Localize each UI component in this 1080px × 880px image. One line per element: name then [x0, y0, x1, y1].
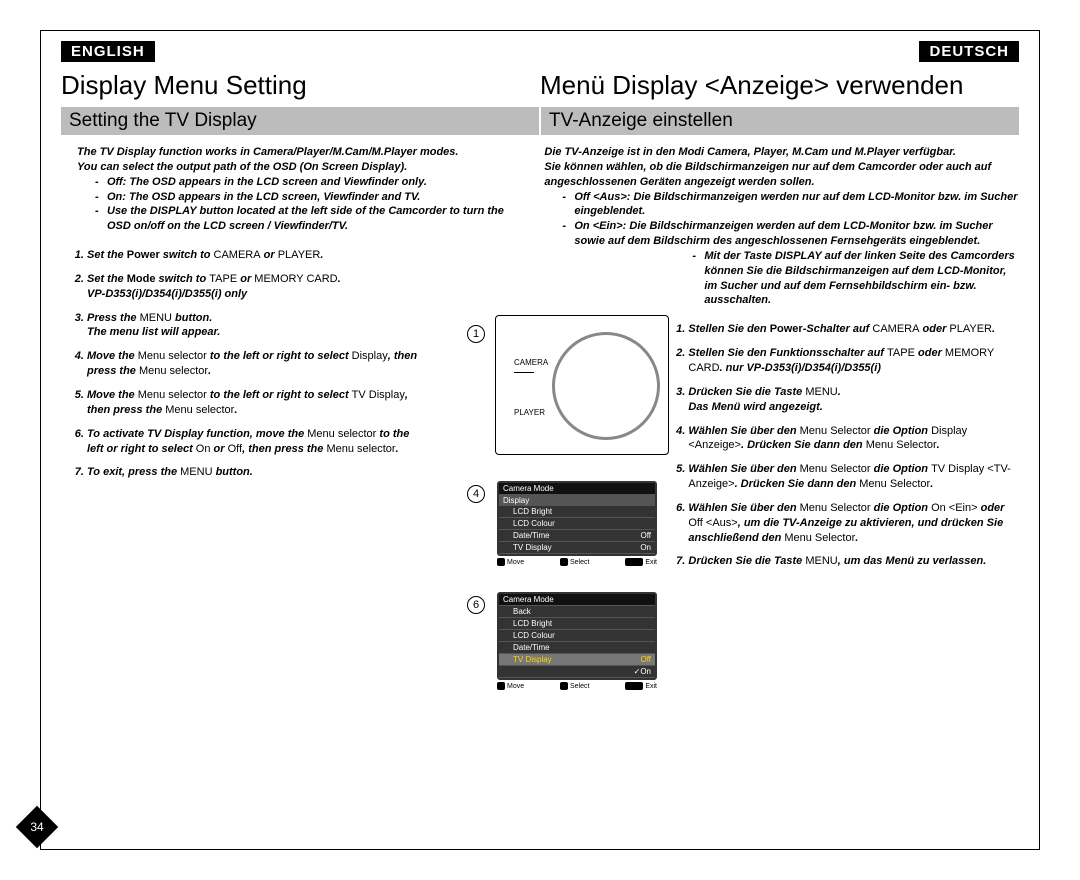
step-en-2: Set the Mode switch to TAPE or MEMORY CA…: [87, 272, 522, 302]
osd4-mode: Camera Mode: [499, 483, 655, 495]
step-de-4: Wählen Sie über den Menu Selector die Op…: [688, 424, 1021, 454]
osd4-r4: TV DisplayOn: [499, 542, 655, 554]
page-subtitles: Setting the TV Display TV-Anzeige einste…: [41, 107, 1039, 135]
intro-de: Die TV-Anzeige ist in den Modi Camera, P…: [544, 145, 1021, 308]
steps-de: Stellen Sie den Power-Schalter auf CAMER…: [688, 322, 1021, 569]
intro-en-b3: Use the DISPLAY button located at the le…: [95, 204, 522, 234]
title-de: Menü Display <Anzeige> verwenden: [540, 66, 1019, 107]
intro-de-b2: On <Ein>: Die Bildschirmanzeigen werden …: [562, 219, 1021, 249]
step-en-2-note: VP-D353(i)/D354(i)/D355(i) only: [87, 287, 518, 302]
intro-en-b1: Off: The OSD appears in the LCD screen a…: [95, 175, 522, 190]
figure-4-num: 4: [467, 485, 485, 503]
figure-6: 6 Camera Mode Back LCD Bright LCD Colour…: [473, 592, 673, 690]
subtitle-en: Setting the TV Display: [61, 107, 539, 135]
step-de-1: Stellen Sie den Power-Schalter auf CAMER…: [688, 322, 1021, 337]
osd6-r3: Date/Time: [499, 642, 655, 654]
osd6-back: Back: [499, 606, 655, 618]
mode-dial-illustration: CAMERA PLAYER: [495, 315, 669, 455]
osd6-r1: LCD Bright: [499, 618, 655, 630]
step-de-2: Stellen Sie den Funktionsschalter auf TA…: [688, 346, 1021, 376]
step-de-5: Wählen Sie über den Menu Selector die Op…: [688, 462, 1021, 492]
manual-page: ENGLISH DEUTSCH Display Menu Setting Men…: [40, 30, 1040, 850]
language-bar: ENGLISH DEUTSCH: [41, 31, 1039, 66]
intro-de-l1: Die TV-Anzeige ist in den Modi Camera, P…: [544, 145, 1021, 160]
step-de-6: Wählen Sie über den Menu Selector die Op…: [688, 501, 1021, 546]
lang-deutsch-label: DEUTSCH: [919, 41, 1019, 62]
osd4-r1: LCD Bright: [499, 506, 655, 518]
osd6-r4: TV DisplayOff: [499, 654, 655, 666]
step-en-7: To exit, press the MENU button.: [87, 465, 522, 480]
steps-en: Set the Power switch to CAMERA or PLAYER…: [87, 248, 522, 480]
step-en-3-note: The menu list will appear.: [87, 325, 518, 340]
osd4-r3: Date/TimeOff: [499, 530, 655, 542]
menu-icon: [625, 558, 643, 566]
dial-player-label: PLAYER: [514, 408, 545, 417]
intro-de-b1: Off <Aus>: Die Bildschirmanzeigen werden…: [562, 190, 1021, 220]
osd4-r2: LCD Colour: [499, 518, 655, 530]
intro-de-b3: Mit der Taste DISPLAY auf der linken Sei…: [692, 249, 1021, 308]
subtitle-de: TV-Anzeige einstellen: [541, 107, 1019, 135]
page-number: 34: [22, 812, 52, 842]
intro-en: The TV Display function works in Camera/…: [77, 145, 522, 234]
move-icon: [497, 682, 505, 690]
lang-english-label: ENGLISH: [61, 41, 155, 62]
intro-en-line1: The TV Display function works in Camera/…: [77, 145, 522, 160]
step-en-5: Move the Menu selector to the left or ri…: [87, 388, 522, 418]
osd-menu-4: Camera Mode Display LCD Bright LCD Colou…: [497, 481, 657, 566]
step-en-6: To activate TV Display function, move th…: [87, 427, 522, 457]
osd-menu-6: Camera Mode Back LCD Bright LCD Colour D…: [497, 592, 657, 690]
figure-1: 1 CAMERA PLAYER: [473, 321, 673, 461]
osd6-footer: Move Select Exit: [497, 680, 657, 690]
step-de-3-note: Das Menü wird angezeigt.: [688, 400, 1017, 415]
figure-1-num: 1: [467, 325, 485, 343]
figure-6-num: 6: [467, 596, 485, 614]
select-icon: [560, 558, 568, 566]
page-titles: Display Menu Setting Menü Display <Anzei…: [41, 66, 1039, 107]
move-icon: [497, 558, 505, 566]
step-en-3: Press the MENU button. The menu list wil…: [87, 311, 522, 341]
osd6-r2: LCD Colour: [499, 630, 655, 642]
step-de-7: Drücken Sie die Taste MENU, um das Menü …: [688, 554, 1021, 569]
select-icon: [560, 682, 568, 690]
osd4-header: Display: [499, 495, 655, 506]
osd4-footer: Move Select Exit: [497, 556, 657, 566]
center-figures: 1 CAMERA PLAYER 4 Camera Mode Display LC…: [473, 321, 673, 710]
osd6-r4b: ✓On: [499, 666, 655, 678]
intro-en-b2: On: The OSD appears in the LCD screen, V…: [95, 190, 522, 205]
step-en-1: Set the Power switch to CAMERA or PLAYER…: [87, 248, 522, 263]
menu-icon: [625, 682, 643, 690]
title-en: Display Menu Setting: [61, 66, 540, 107]
step-en-4: Move the Menu selector to the left or ri…: [87, 349, 522, 379]
step-de-3: Drücken Sie die Taste MENU. Das Menü wir…: [688, 385, 1021, 415]
english-column: The TV Display function works in Camera/…: [59, 141, 530, 578]
intro-en-line2: You can select the output path of the OS…: [77, 160, 522, 175]
figure-4: 4 Camera Mode Display LCD Bright LCD Col…: [473, 481, 673, 566]
osd6-mode: Camera Mode: [499, 594, 655, 606]
intro-de-l2: Sie können wählen, ob die Bildschirmanze…: [544, 160, 1021, 190]
dial-camera-label: CAMERA: [514, 358, 548, 367]
